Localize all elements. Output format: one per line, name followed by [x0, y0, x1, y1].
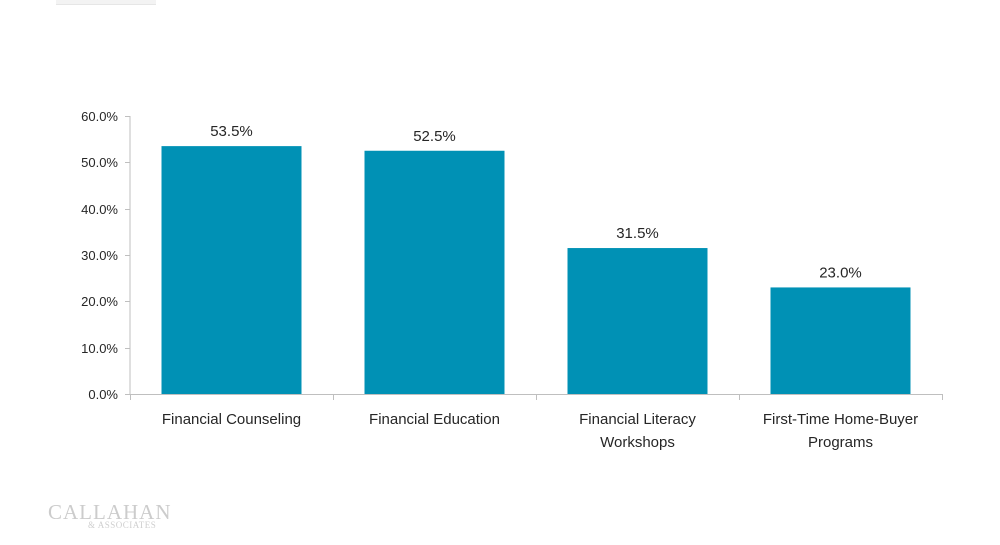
data-label: 53.5%	[210, 123, 253, 140]
bar	[161, 146, 302, 394]
x-category-label: Financial Literacy Workshops	[579, 411, 696, 451]
x-category-label: Financial Counseling	[162, 411, 301, 428]
y-tick-label: 10.0%	[81, 341, 118, 356]
y-tick-label: 20.0%	[81, 294, 118, 309]
y-tick-label: 60.0%	[81, 109, 118, 124]
logo-main-text: CALLAHAN	[48, 500, 172, 524]
y-axis: 0.0% 10.0% 20.0% 30.0% 40.0% 50.0% 60.0%	[81, 109, 131, 402]
callahan-logo: CALLAHAN & ASSOCIATES	[48, 500, 172, 532]
x-category-label: Financial Education	[369, 411, 500, 428]
data-label: 23.0%	[819, 264, 862, 281]
top-tab-decoration	[56, 0, 156, 5]
y-tick-label: 40.0%	[81, 202, 118, 217]
logo-sub-text: & ASSOCIATES	[88, 520, 157, 530]
x-axis: Financial Counseling Financial Education F…	[130, 394, 943, 451]
y-tick-label: 50.0%	[81, 155, 118, 170]
data-labels: 53.5% 52.5% 31.5% 23.0%	[210, 123, 862, 281]
data-label: 52.5%	[413, 128, 456, 145]
y-tick-label: 0.0%	[88, 387, 118, 402]
bars	[161, 146, 911, 394]
data-label: 31.5%	[616, 225, 659, 242]
bar	[567, 248, 708, 394]
x-category-label: First-Time Home-Buyer Programs	[763, 411, 918, 451]
bar	[364, 150, 505, 394]
bar	[770, 287, 911, 394]
y-tick-label: 30.0%	[81, 248, 118, 263]
